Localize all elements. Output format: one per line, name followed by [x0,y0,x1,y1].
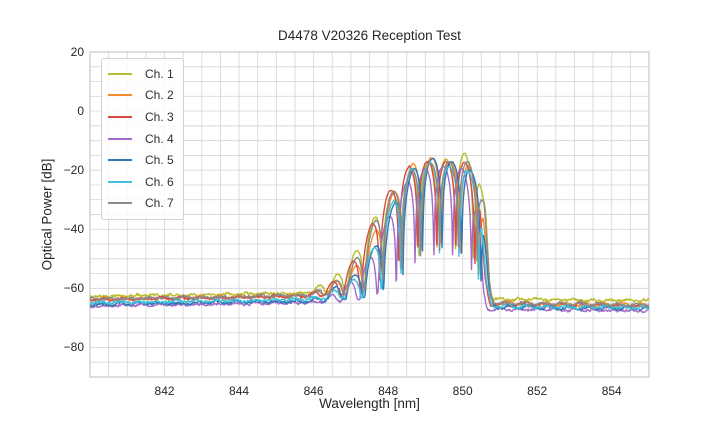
chart-title: D4478 V20326 Reception Test [278,28,461,43]
y-tick-label: −60 [63,281,84,296]
x-tick-label: 850 [452,384,473,398]
legend-line-swatch [108,159,132,162]
y-tick-label: 0 [77,104,84,119]
x-tick-label: 854 [601,384,622,398]
legend-item: Ch. 1 [102,63,183,85]
legend-item: Ch. 5 [102,149,183,171]
legend-item: Ch. 2 [102,85,183,107]
x-tick-label: 844 [229,384,250,398]
legend-label: Ch. 3 [145,109,174,124]
y-tick-label: −40 [63,222,84,237]
legend-line-swatch [108,202,132,205]
x-axis-label: Wavelength [nm] [319,396,420,411]
legend-label: Ch. 4 [145,131,174,146]
y-tick-label: −80 [63,340,84,355]
x-tick-label: 848 [378,384,399,398]
x-tick-label: 846 [303,384,324,398]
legend-line-swatch [108,180,132,183]
y-tick-label: 20 [70,45,84,59]
legend-line-swatch [108,72,132,75]
legend-item: Ch. 4 [102,128,183,150]
legend-label: Ch. 6 [145,174,174,189]
y-tick-label: −20 [63,163,84,178]
legend-line-swatch [108,137,132,140]
legend-label: Ch. 7 [145,196,174,211]
legend-line-swatch [108,115,132,118]
legend-box: Ch. 1 Ch. 2 Ch. 3 Ch. 4 Ch. 5 Ch. 6 Ch. 7 [101,58,184,221]
x-tick-label: 852 [527,384,548,398]
legend-label: Ch. 1 [145,66,174,81]
legend-item: Ch. 6 [102,171,183,193]
legend-item: Ch. 7 [102,193,183,215]
legend-line-swatch [108,94,132,97]
legend-label: Ch. 2 [145,88,174,103]
legend-label: Ch. 5 [145,153,174,168]
legend-item: Ch. 3 [102,106,183,128]
x-tick-label: 842 [154,384,175,398]
